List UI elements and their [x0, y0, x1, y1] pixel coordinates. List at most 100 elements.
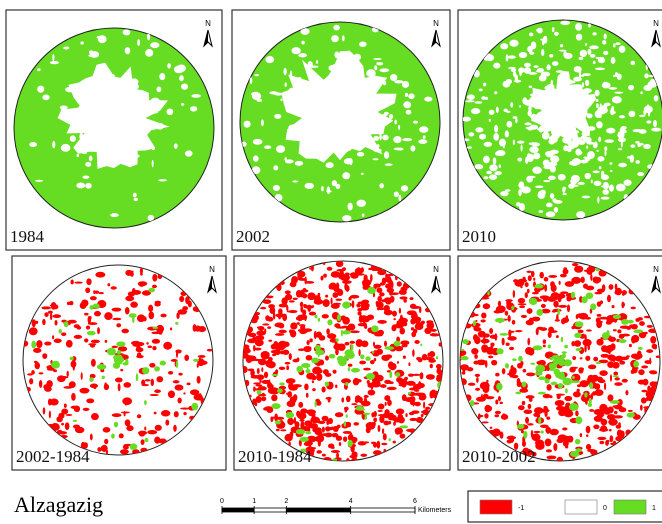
land-patch: [411, 327, 414, 330]
land-patch: [170, 327, 172, 330]
land-patch: [616, 184, 626, 192]
land-patch: [351, 368, 360, 373]
land-patch: [125, 359, 128, 366]
land-patch: [536, 29, 540, 32]
north-label: N: [205, 19, 211, 28]
land-patch: [51, 302, 57, 310]
land-patch: [89, 50, 93, 54]
land-patch: [383, 81, 386, 86]
land-patch: [576, 211, 585, 218]
land-patch: [384, 151, 389, 159]
land-patch: [582, 339, 591, 346]
land-patch: [619, 407, 627, 412]
land-patch: [603, 51, 608, 55]
land-patch: [621, 319, 629, 325]
land-patch: [285, 290, 291, 294]
land-patch: [107, 74, 115, 77]
land-patch: [521, 144, 523, 151]
land-patch: [604, 33, 607, 39]
land-patch: [312, 367, 322, 375]
land-patch: [110, 213, 119, 217]
land-patch: [641, 365, 648, 368]
land-patch: [306, 355, 313, 361]
land-patch: [596, 150, 599, 152]
land-patch: [125, 419, 131, 426]
land-patch: [572, 356, 576, 360]
land-patch: [576, 313, 585, 318]
land-patch: [390, 74, 397, 81]
land-patch: [538, 191, 545, 196]
land-patch: [610, 435, 614, 442]
land-patch: [95, 272, 105, 278]
land-patch: [468, 132, 474, 136]
land-patch: [512, 320, 516, 325]
land-patch: [32, 319, 36, 327]
land-patch: [296, 77, 302, 79]
land-patch: [561, 337, 563, 343]
land-patch: [401, 185, 408, 191]
land-patch: [505, 130, 509, 137]
land-patch: [355, 116, 361, 122]
land-patch: [484, 142, 493, 147]
land-patch: [361, 340, 368, 347]
land-patch: [111, 286, 117, 289]
land-patch: [319, 156, 326, 161]
land-patch: [541, 49, 544, 56]
land-patch: [562, 378, 572, 386]
land-patch: [543, 407, 548, 413]
land-patch: [114, 122, 122, 126]
land-patch: [342, 172, 350, 179]
land-patch: [348, 364, 353, 367]
land-patch: [391, 281, 393, 288]
land-patch: [64, 321, 69, 327]
land-patch: [596, 103, 599, 108]
land-patch: [574, 66, 582, 72]
land-patch: [413, 121, 418, 124]
land-patch: [596, 99, 599, 102]
land-patch: [471, 314, 479, 316]
land-patch: [321, 186, 324, 191]
land-patch: [289, 353, 292, 360]
land-patch: [569, 403, 578, 411]
land-patch: [493, 63, 500, 69]
land-patch: [588, 364, 596, 369]
land-patch: [71, 320, 73, 322]
land-patch: [550, 193, 554, 199]
land-patch: [432, 333, 434, 335]
land-patch: [486, 171, 492, 174]
land-patch: [575, 23, 582, 31]
land-patch: [520, 361, 523, 366]
land-patch: [631, 370, 635, 374]
north-label: N: [433, 19, 439, 28]
land-patch: [91, 413, 99, 420]
land-patch: [367, 287, 376, 294]
north-label: N: [433, 265, 439, 274]
land-patch: [296, 366, 303, 373]
land-patch: [400, 425, 409, 428]
land-patch: [630, 144, 635, 148]
land-patch: [538, 392, 546, 395]
land-patch: [307, 305, 311, 312]
land-patch: [116, 323, 121, 327]
land-patch: [501, 414, 508, 420]
land-patch: [42, 94, 49, 100]
land-patch: [621, 302, 624, 306]
land-patch: [436, 356, 438, 359]
land-patch: [586, 329, 592, 331]
land-patch: [599, 441, 604, 444]
land-patch: [489, 351, 494, 354]
land-patch: [551, 80, 553, 86]
land-patch: [118, 383, 121, 391]
land-patch: [590, 393, 593, 400]
land-patch: [154, 366, 160, 371]
land-patch: [43, 384, 49, 389]
land-patch: [89, 155, 93, 161]
land-patch: [605, 440, 609, 446]
land-patch: [531, 41, 537, 49]
land-patch: [268, 340, 272, 342]
land-patch: [572, 158, 581, 165]
land-patch: [552, 310, 556, 312]
land-patch: [66, 340, 73, 348]
land-patch: [331, 447, 335, 449]
land-patch: [482, 421, 489, 423]
